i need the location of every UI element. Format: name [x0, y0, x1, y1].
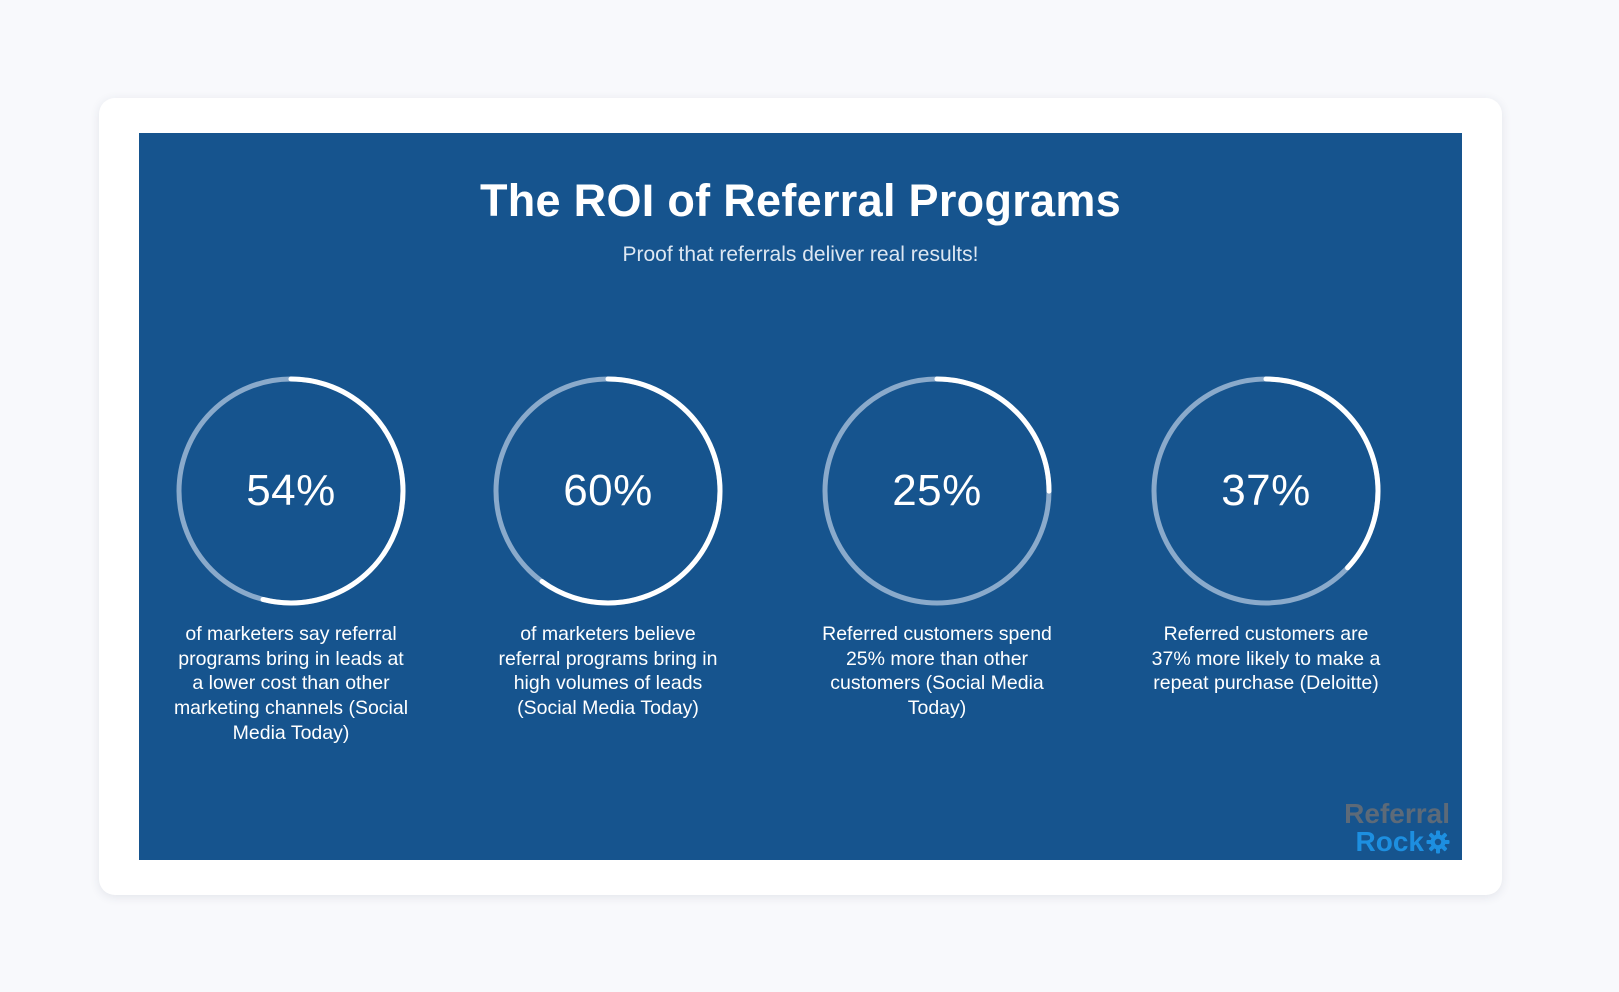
progress-ring: 25% — [822, 376, 1052, 606]
progress-ring-fill — [176, 376, 406, 606]
stat-value: 37% — [1221, 466, 1311, 515]
stat-block-4: 37% Referred customers are 37% more like… — [1131, 376, 1401, 696]
stat-description: Referred customers spend 25% more than o… — [822, 623, 1052, 720]
logo-text-top: Referral — [1344, 798, 1450, 829]
page-subtitle: Proof that referrals deliver real result… — [622, 243, 979, 266]
progress-ring: 37% — [1151, 376, 1381, 606]
stat-block-3: 25% Referred customers spend 25% more th… — [802, 376, 1072, 721]
brand-logo: Referral Rock — [1320, 800, 1450, 856]
gear-icon — [1426, 830, 1450, 854]
stat-description: of marketers say referral programs bring… — [173, 623, 409, 744]
logo-text-bottom: Rock — [1355, 826, 1424, 857]
infographic-banner: The ROI of Referral Programs Proof that … — [139, 133, 1462, 860]
stat-value: 25% — [892, 466, 982, 515]
stat-description: of marketers believe referral programs b… — [498, 623, 718, 720]
progress-ring: 54% — [176, 376, 406, 606]
stat-block-1: 54% of marketers say referral programs b… — [156, 376, 426, 746]
progress-ring-fill — [1151, 376, 1381, 606]
stat-value: 54% — [246, 466, 336, 515]
progress-ring-fill — [493, 376, 723, 606]
progress-ring: 60% — [493, 376, 723, 606]
stat-block-2: 60% of marketers believe referral progra… — [473, 376, 743, 721]
page-title: The ROI of Referral Programs — [479, 175, 1122, 226]
progress-ring-fill — [822, 376, 1052, 606]
stat-description: Referred customers are 37% more likely t… — [1151, 623, 1381, 695]
stat-value: 60% — [563, 466, 653, 515]
